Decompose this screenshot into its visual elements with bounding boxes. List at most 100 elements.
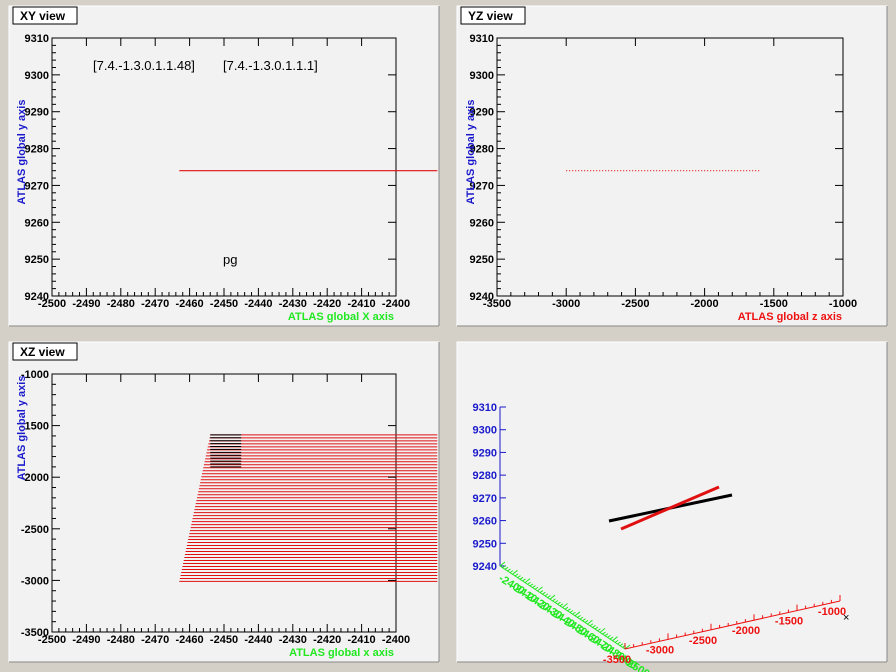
3d-x-tick [549,594,556,600]
3d-x-tick [562,603,568,608]
3d-y-tick-label: 9260 [473,516,497,528]
xz-x-tick-label: -2410 [348,634,376,646]
xz-y-tick-label: -1000 [21,369,49,381]
xy-x-ticks: -2500 -2490 -2480 -2470 -2460 -2450 -2440 -2430… [38,38,410,310]
3d-x-tick [587,619,593,625]
xz-x-tick-label: -2480 [107,634,135,646]
xz-x-tick-label: -2460 [176,634,204,646]
3d-y-tick-label: 9300 [473,425,497,437]
xy-x-tick-label: -2450 [210,298,238,310]
xz-y-tick-label: -2500 [21,524,49,536]
yz-x-tick-label: -1500 [760,298,788,310]
yz-y-tick-label: 9290 [470,107,494,119]
3d-x-tick [524,578,531,583]
pad-yz-view[interactable]: YZ view -3500 -3000 -2500 -2000 -1500 -1000 9… [456,5,888,327]
yz-x-tick-label: -1000 [829,298,857,310]
xz-title: XZ view [20,345,65,359]
3d-y-tick-label: 9290 [473,447,497,459]
3d-x-minor-tick [614,639,619,643]
3d-x-minor-tick [597,628,601,632]
3d-x-minor-tick [557,601,561,605]
yz-y-tick-label: 9250 [470,254,494,266]
pad-3d-view[interactable]: 92409250926092709280929093009310-2400-24… [456,341,888,672]
xy-x-tick-label: -2410 [348,298,376,310]
3d-x-minor-tick [609,636,614,640]
3d-x-minor-tick [602,631,606,635]
3d-x-minor-tick [579,616,584,620]
3d-x-minor-tick [552,598,556,602]
xy-x-tick-label: -2400 [382,298,410,310]
3d-x-tick [512,569,518,575]
xy-y-tick-label: 9250 [25,254,49,266]
yz-y-tick-label: 9260 [470,217,494,229]
3d-x-minor-tick [507,568,511,572]
xy-x-tick-label: -2430 [279,298,307,310]
yz-ylabel: ATLAS global y axis [465,100,477,205]
pad-xy-view[interactable]: XY view -2500 -2490 -2480 -2470 -2460 -2450 -2… [8,5,440,327]
3d-x-minor-tick [539,590,544,593]
yz-xlabel: ATLAS global z axis [738,311,842,323]
xy-x-tick-label: -2490 [72,298,100,310]
xy-title-box: XY view [12,6,78,25]
xy-y-tick-label: 9310 [25,33,49,45]
xz-x-tick-label: -2420 [313,634,341,646]
3d-x-minor-tick [544,593,549,597]
xy-x-tick-label: -2480 [107,298,135,310]
3d-x-minor-tick [582,618,586,622]
yz-title-box: YZ view [460,6,526,25]
xz-x-ticks: -2500 -2490 -2480 -2470 -2460 -2450 -2440 -2430… [38,374,410,646]
xz-x-tick-label: -2430 [279,634,307,646]
xy-x-tick-label: -2420 [313,298,341,310]
3d-x-minor-tick [607,634,611,638]
xz-y-ticks: -3500 -3000 -2500 -2000 -1500 -1000 [21,369,396,639]
yz-plot-frame [496,37,844,297]
yz-y-tick-label: 9310 [470,33,494,45]
3d-x-minor-tick [604,633,609,637]
xy-xlabel: ATLAS global X axis [288,311,394,323]
3d-x-minor-tick [619,643,624,647]
yz-x-tick-label: -3000 [552,298,580,310]
yz-y-tick-label: 9300 [470,70,494,82]
xy-y-tick-label: 9300 [25,70,49,82]
xz-y-tick-label: -1500 [21,421,49,433]
xz-x-tick-label: -2490 [72,634,100,646]
yz-title: YZ view [468,9,513,23]
3d-y-tick-label: 9280 [473,470,497,482]
xy-y-tick-label: 9290 [25,107,49,119]
3d-x-minor-tick [584,620,589,623]
xz-ylabel: ATLAS global y axis [16,376,28,481]
xy-annotation-3: pg [223,252,237,267]
xy-annotation-1: [7.4.-1.3.0.1.1.48] [93,58,195,73]
xz-y-tick-label: -3500 [21,627,49,639]
3d-x-minor-tick [554,600,559,603]
xz-y-tick-label: -3000 [21,575,49,587]
3d-x-tick [599,628,606,633]
xy-y-tick-label: 9240 [25,291,49,303]
3d-red-track [620,485,720,531]
3d-x-minor-tick [522,578,526,582]
3d-z-tick-label: -2500 [689,635,717,647]
3d-x-minor-tick [592,625,596,628]
xy-x-tick-label: -2440 [244,298,272,310]
pad-xz-view[interactable]: XZ view -2500 -2490 -2480 -2470 -2460 -2450 -2… [8,341,440,663]
yz-x-tick-label: -2500 [621,298,649,310]
xz-x-tick-label: -2440 [244,634,272,646]
xy-x-tick-label: -2470 [141,298,169,310]
3d-x-minor-tick [502,565,506,569]
yz-y-ticks: 9240 9250 9260 9270 9280 9290 9300 9310 [470,33,843,303]
xz-title-box: XZ view [12,342,78,361]
3d-x-tick [574,611,581,617]
yz-x-ticks: -3500 -3000 -2500 -2000 -1500 -1000 [483,38,857,310]
3d-x-minor-tick [542,591,546,595]
xy-y-tick-label: 9270 [25,180,49,192]
3d-x-minor-tick [594,626,599,630]
3d-z-tick-label: -3000 [646,644,674,656]
xy-x-tick-label: -2500 [38,298,66,310]
xy-ylabel: ATLAS global y axis [16,100,28,205]
3d-y-tick-label: 9270 [473,493,497,505]
3d-x-tick [499,561,506,567]
3d-x-minor-tick [504,566,509,570]
3d-x-minor-tick [567,608,571,612]
xz-xlabel: ATLAS global x axis [289,647,394,659]
